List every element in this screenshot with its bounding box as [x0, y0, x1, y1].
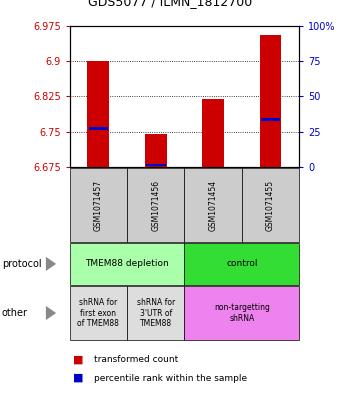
Text: control: control	[226, 259, 258, 268]
Text: ■: ■	[73, 373, 84, 383]
Text: protocol: protocol	[2, 259, 41, 269]
Text: TMEM88 depletion: TMEM88 depletion	[85, 259, 169, 268]
Text: GSM1071456: GSM1071456	[151, 179, 160, 231]
Text: GSM1071457: GSM1071457	[94, 179, 103, 231]
Bar	[87, 61, 109, 167]
Text: transformed count: transformed count	[94, 355, 178, 364]
Text: other: other	[2, 308, 28, 318]
Bar	[89, 127, 108, 130]
Bar	[202, 99, 224, 167]
Text: GSM1071455: GSM1071455	[266, 179, 275, 231]
Text: non-targetting
shRNA: non-targetting shRNA	[214, 303, 270, 323]
Text: GDS5077 / ILMN_1812700: GDS5077 / ILMN_1812700	[88, 0, 252, 8]
Text: shRNA for
first exon
of TMEM88: shRNA for first exon of TMEM88	[78, 298, 119, 328]
Text: percentile rank within the sample: percentile rank within the sample	[94, 374, 246, 382]
Text: shRNA for
3'UTR of
TMEM88: shRNA for 3'UTR of TMEM88	[137, 298, 175, 328]
Bar	[260, 35, 282, 167]
Bar	[145, 134, 167, 167]
Bar	[261, 118, 280, 121]
Text: ■: ■	[73, 354, 84, 365]
Bar	[203, 174, 223, 176]
Text: GSM1071454: GSM1071454	[209, 179, 218, 231]
Bar	[146, 164, 166, 166]
